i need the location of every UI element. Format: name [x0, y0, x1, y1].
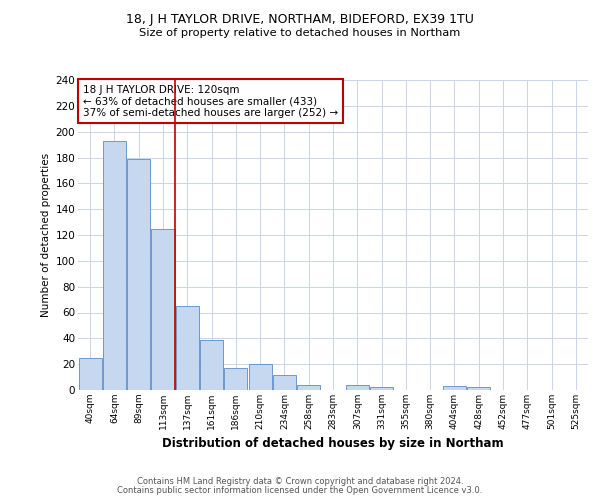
Bar	[248, 364, 272, 390]
Text: Contains HM Land Registry data © Crown copyright and database right 2024.: Contains HM Land Registry data © Crown c…	[137, 477, 463, 486]
Text: 18, J H TAYLOR DRIVE, NORTHAM, BIDEFORD, EX39 1TU: 18, J H TAYLOR DRIVE, NORTHAM, BIDEFORD,…	[126, 12, 474, 26]
Bar	[151, 228, 175, 390]
Bar	[346, 385, 369, 390]
Bar	[224, 368, 247, 390]
Bar	[176, 306, 199, 390]
Bar	[297, 385, 320, 390]
Bar	[103, 140, 126, 390]
Bar	[200, 340, 223, 390]
Bar	[273, 374, 296, 390]
Bar	[127, 159, 150, 390]
X-axis label: Distribution of detached houses by size in Northam: Distribution of detached houses by size …	[162, 438, 504, 450]
Y-axis label: Number of detached properties: Number of detached properties	[41, 153, 52, 317]
Bar	[467, 388, 490, 390]
Text: 18 J H TAYLOR DRIVE: 120sqm
← 63% of detached houses are smaller (433)
37% of se: 18 J H TAYLOR DRIVE: 120sqm ← 63% of det…	[83, 84, 338, 118]
Bar	[79, 358, 101, 390]
Text: Size of property relative to detached houses in Northam: Size of property relative to detached ho…	[139, 28, 461, 38]
Text: Contains public sector information licensed under the Open Government Licence v3: Contains public sector information licen…	[118, 486, 482, 495]
Bar	[443, 386, 466, 390]
Bar	[370, 388, 393, 390]
